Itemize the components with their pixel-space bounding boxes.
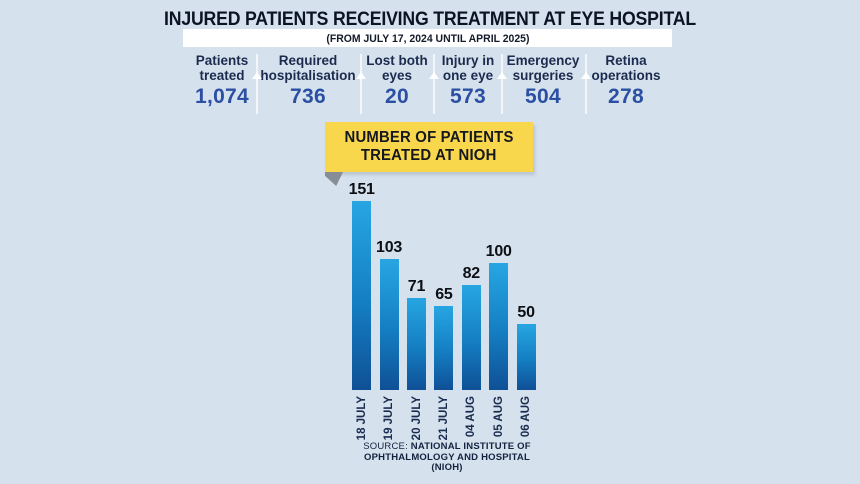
- stat-value: 573: [450, 85, 486, 108]
- stat-item: Lost both eyes 20: [366, 53, 427, 109]
- stat-label: Injury in one eye: [441, 53, 495, 83]
- stat-label: Emergency surgeries: [506, 53, 580, 83]
- bar-value-label: 100: [485, 243, 512, 260]
- divider-arrow-icon: [356, 72, 366, 79]
- stat-value: 1,074: [194, 85, 250, 108]
- divider-arrow-icon: [581, 72, 591, 79]
- bar-value-label: 82: [462, 265, 481, 282]
- stat-divider: [501, 54, 503, 114]
- subtitle-banner: (FROM JULY 17, 2024 UNTIL APRIL 2025): [183, 29, 672, 47]
- bar-value-label: 50: [517, 304, 535, 321]
- stat-value: 278: [608, 85, 644, 108]
- stat-divider: [433, 54, 435, 114]
- stat-value: 20: [385, 85, 409, 108]
- bar-value-label: 151: [348, 181, 375, 198]
- bar: [434, 306, 454, 390]
- source-prefix: SOURCE:: [363, 441, 411, 452]
- callout-pointer-icon: [325, 172, 343, 186]
- chart-title-line2: TREATED AT NIOH: [361, 147, 497, 164]
- source-line1: NATIONAL INSTITUTE OF: [410, 441, 531, 452]
- stat-value: 736: [290, 85, 326, 108]
- chart-title-line1: NUMBER OF PATIENTS: [344, 129, 514, 146]
- bar-value-label: 103: [376, 239, 403, 256]
- stat-divider: [256, 54, 258, 114]
- bar: [407, 298, 426, 390]
- stat-label: Lost both eyes: [366, 53, 428, 83]
- bar: [379, 259, 399, 390]
- bar-value-label: 65: [435, 286, 453, 303]
- subtitle-text: (FROM JULY 17, 2024 UNTIL APRIL 2025): [325, 33, 530, 45]
- stat-item: Retina operations 278: [591, 53, 660, 109]
- chart-title-callout: NUMBER OF PATIENTS TREATED AT NIOH: [325, 122, 533, 172]
- divider-arrow-icon: [252, 72, 262, 79]
- stat-item: Required hospitalisation 736: [260, 53, 355, 109]
- source-note: SOURCE: NATIONAL INSTITUTE OF OPHTHALMOL…: [336, 441, 558, 474]
- stat-label: Required hospitalisation: [260, 53, 356, 83]
- bar: [352, 201, 372, 390]
- divider-arrow-icon: [497, 72, 507, 79]
- stat-label: Retina operations: [591, 53, 661, 83]
- stat-value: 504: [525, 85, 561, 108]
- stat-item: Injury in one eye 573: [442, 53, 495, 109]
- stat-item: Emergency surgeries 504: [507, 53, 580, 109]
- stat-divider: [585, 54, 587, 114]
- source-line2: OPHTHALMOLOGY AND HOSPITAL: [364, 451, 530, 463]
- page-title: INJURED PATIENTS RECEIVING TREATMENT AT …: [164, 9, 696, 30]
- bar-value-label: 71: [407, 278, 426, 295]
- source-line3: (NIOH): [431, 462, 463, 473]
- stat-divider: [360, 54, 362, 114]
- stat-item: Patients treated 1,074: [195, 53, 249, 109]
- bar: [489, 263, 509, 390]
- stat-label: Patients treated: [195, 53, 249, 83]
- divider-arrow-icon: [429, 72, 439, 79]
- bar: [461, 285, 481, 390]
- bar: [516, 324, 536, 390]
